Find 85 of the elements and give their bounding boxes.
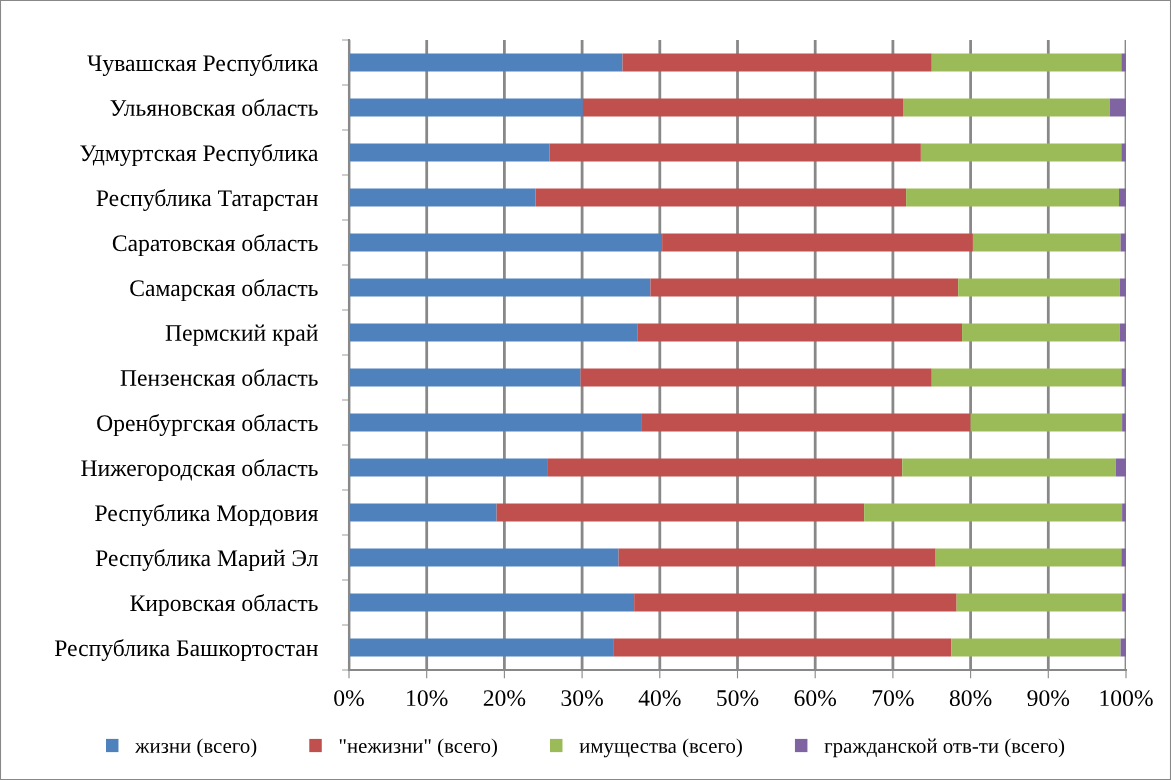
y-tick-label: Саратовская область: [112, 234, 318, 256]
bar: [349, 98, 583, 117]
legend-label: гражданской отв-ти (всего): [824, 738, 1065, 758]
bar: [970, 413, 1123, 432]
bar: [349, 143, 550, 162]
y-tick-label: Нижегородская область: [81, 459, 318, 481]
bar: [349, 53, 623, 72]
bar: [613, 638, 952, 657]
bar: [1122, 593, 1126, 612]
bar: [1119, 188, 1126, 207]
bar: [349, 593, 635, 612]
bar: [650, 278, 959, 297]
x-tick-label: 90%: [1027, 690, 1070, 707]
bar: [1120, 638, 1126, 657]
bar: [951, 638, 1121, 657]
bar: [906, 188, 1120, 207]
bar: [580, 368, 932, 387]
bar: [956, 593, 1123, 612]
bar: [962, 323, 1120, 342]
bar: [1122, 413, 1126, 432]
bar: [634, 593, 957, 612]
bar: [349, 458, 548, 477]
x-tick-label: 80%: [949, 690, 992, 707]
y-tick-label: Самарская область: [130, 279, 318, 301]
bar: [1119, 278, 1126, 297]
bar: [920, 143, 1122, 162]
bar: [662, 233, 973, 252]
y-tick-label: Пензенская область: [120, 368, 318, 386]
bar: [582, 98, 903, 117]
y-tick-label: Кировская область: [130, 594, 318, 616]
y-tick-label: Пермский край: [165, 324, 318, 346]
bar: [496, 503, 865, 522]
bar: [349, 323, 638, 342]
bar: [535, 188, 907, 207]
bar: [1121, 53, 1126, 72]
bar: [349, 503, 497, 522]
bar: [349, 368, 581, 387]
bar: [931, 368, 1122, 387]
bar: [931, 53, 1122, 72]
bar: [1121, 143, 1126, 162]
bar: [903, 98, 1110, 117]
bar: [1122, 503, 1126, 522]
bar: [349, 413, 642, 432]
bar: [349, 188, 536, 207]
bar: [349, 233, 663, 252]
y-tick-label: Оренбургская область: [97, 414, 318, 437]
bar: [958, 278, 1120, 297]
legend-label: имущества (всего): [579, 738, 742, 758]
bar: [1120, 233, 1126, 252]
x-tick-label: 0%: [334, 690, 364, 707]
x-tick-label: 70%: [872, 690, 914, 707]
x-tick-label: 60%: [794, 690, 837, 707]
legend-label: "нежизни" (всего): [339, 738, 497, 758]
bar: [549, 143, 921, 162]
bar: [618, 548, 936, 567]
bar: [1119, 323, 1126, 342]
bar: [641, 413, 971, 432]
bar: [349, 548, 619, 567]
y-tick-label: Чувашская Республика: [87, 54, 319, 77]
bar: [864, 503, 1123, 522]
y-tick-label: Удмуртская Республика: [80, 144, 319, 167]
x-tick-label: 20%: [483, 690, 526, 707]
legend-label: жизни (всего): [135, 738, 257, 758]
bar: [972, 233, 1121, 252]
y-tick-label: Ульяновская область: [110, 98, 318, 116]
bar: [1115, 458, 1126, 477]
y-tick-label: Республика Башкортостан: [54, 639, 318, 662]
x-tick-label: 40%: [638, 690, 681, 707]
x-tick-label: 50%: [717, 690, 759, 707]
y-tick-label: Республика Мордовия: [95, 504, 319, 527]
bar: [1121, 368, 1126, 387]
bar: [622, 53, 932, 72]
bar: [349, 278, 651, 297]
x-tick-label: 100%: [1100, 690, 1153, 707]
bar: [902, 458, 1116, 477]
x-tick-label: 10%: [407, 690, 448, 707]
y-tick-label: Республика Марий Эл: [95, 549, 318, 572]
bar: [935, 548, 1122, 567]
bar: [637, 323, 963, 342]
bar: [1121, 548, 1126, 567]
y-tick-label: Республика Татарстан: [96, 189, 318, 212]
bar: [1109, 98, 1126, 117]
x-tick-label: 30%: [561, 690, 603, 707]
bar: [349, 638, 614, 657]
bar: [547, 458, 903, 477]
